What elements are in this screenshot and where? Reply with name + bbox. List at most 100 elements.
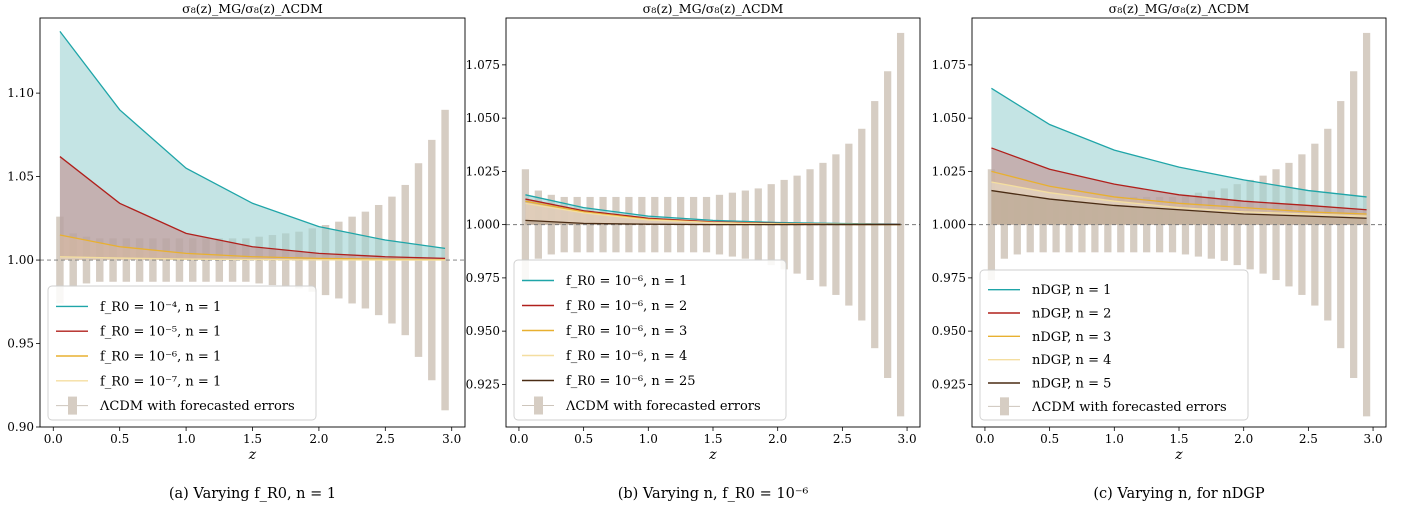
legend-label: f_R0 = 10⁻⁷, n = 1 (100, 374, 221, 389)
error-bar (599, 196, 607, 253)
legend-box (979, 269, 1249, 421)
y-tick-label: 1.05 (7, 170, 34, 184)
legend-label: ΛCDM with forecasted errors (99, 399, 295, 414)
panel-1: 0.0 0.5 1.0 1.5 2.0 2.5 3.0 0.90 0.95 1.00 1.05 1.1… (7, 1, 466, 502)
series-line-2 (991, 147, 1367, 211)
x-tick-label: 1.0 (177, 432, 196, 446)
legend-label: f_R0 = 10⁻⁶, n = 25 (566, 374, 695, 389)
legend-label: f_R0 = 10⁻⁶, n = 3 (566, 324, 687, 339)
error-bar (1311, 143, 1319, 306)
legend-label: nDGP, n = 1 (1032, 283, 1111, 298)
panel-title: σ₈(z)_MG/σ₈(z)_ΛCDM (643, 1, 784, 16)
error-bar (1246, 179, 1254, 270)
error-bar (1000, 190, 1008, 259)
legend-label: f_R0 = 10⁻⁶, n = 4 (566, 349, 687, 364)
series-band-3 (59, 235, 446, 261)
x-tick-label: 0.0 (975, 432, 994, 446)
x-tick-label: 3.0 (442, 432, 461, 446)
x-tick-label: 2.0 (309, 432, 328, 446)
y-tick-label: 1.050 (932, 111, 966, 125)
legend-label: f_R0 = 10⁻⁶, n = 2 (566, 299, 687, 314)
x-tick-label: 2.5 (1299, 432, 1318, 446)
panel-title: σ₈(z)_MG/σ₈(z)_ΛCDM (1109, 1, 1250, 16)
series-band-2 (59, 156, 446, 261)
error-bar (1233, 184, 1241, 266)
legend-label: nDGP, n = 2 (1032, 307, 1111, 322)
x-tick-label: 0.5 (574, 432, 593, 446)
error-bar (521, 169, 530, 281)
error-bar (1337, 101, 1345, 349)
panel-caption: (a) Varying f_R0, n = 1 (169, 486, 336, 502)
error-bar (202, 238, 210, 282)
x-tick-label: 1.0 (639, 432, 658, 446)
x-tick-label: 0.5 (110, 432, 129, 446)
error-bar (1143, 196, 1151, 253)
x-tick-label: 1.0 (1105, 432, 1124, 446)
x-tick-label: 0.5 (1040, 432, 1059, 446)
x-axis-label: z (708, 447, 717, 463)
x-tick-label: 3.0 (898, 432, 917, 446)
legend-label: nDGP, n = 3 (1032, 330, 1111, 345)
y-tick-label: 0.95 (7, 337, 34, 351)
y-tick-label: 0.950 (932, 324, 966, 338)
series-line-2 (59, 156, 446, 260)
plot-area (506, 32, 920, 417)
series-line-3 (59, 234, 446, 261)
y-tick-label: 0.90 (7, 420, 34, 434)
y-tick-label: 1.025 (932, 164, 966, 178)
y-tick-label: 0.925 (466, 377, 500, 391)
y-tick-label: 1.050 (466, 111, 500, 125)
x-axis-label: z (1174, 447, 1183, 463)
error-bar (1065, 196, 1073, 253)
series-line-1 (59, 30, 446, 250)
error-bar (56, 216, 64, 304)
x-tick-label: 2.5 (376, 432, 395, 446)
legend-errorbar-swatch (534, 396, 543, 415)
panel-caption: (c) Varying n, for nDGP (1093, 486, 1265, 502)
series-line-4 (59, 256, 446, 261)
legend-box (513, 259, 787, 421)
x-tick-label: 1.5 (703, 432, 722, 446)
error-bar (1259, 175, 1267, 274)
series-line-4 (991, 181, 1367, 217)
legend-box (47, 285, 317, 421)
panel-title: σ₈(z)_MG/σ₈(z)_ΛCDM (182, 1, 323, 16)
y-tick-label: 0.950 (466, 324, 500, 338)
y-tick-label: 1.00 (7, 253, 34, 267)
y-tick-label: 1.075 (466, 58, 500, 72)
error-bar (1324, 128, 1332, 321)
series-line-5 (525, 219, 901, 226)
y-tick-label: 0.925 (932, 377, 966, 391)
x-tick-label: 1.5 (1169, 432, 1188, 446)
legend-label: nDGP, n = 4 (1032, 353, 1111, 368)
legend-errorbar-swatch (1000, 397, 1009, 416)
legend-label: ΛCDM with forecasted errors (1031, 400, 1227, 415)
series-line-1 (991, 87, 1367, 198)
x-tick-label: 2.0 (1234, 432, 1253, 446)
error-bar (1155, 196, 1164, 253)
legend-errorbar-swatch (68, 396, 77, 415)
plot-area (40, 30, 465, 411)
y-tick-label: 1.10 (7, 86, 34, 100)
y-tick-label: 0.975 (932, 271, 966, 285)
legend-label: f_R0 = 10⁻⁶, n = 1 (100, 350, 221, 365)
y-tick-label: 1.000 (466, 218, 500, 232)
panel-2: 0.0 0.5 1.0 1.5 2.0 2.5 3.0 0.925 0.950 0.975 1.00… (466, 1, 921, 502)
series-line-5 (991, 189, 1367, 219)
y-tick-label: 0.975 (466, 271, 500, 285)
y-tick-label: 1.000 (932, 218, 966, 232)
error-bar (534, 190, 542, 259)
legend: f_R0 = 10⁻⁴, n = 1 f_R0 = 10⁻⁵, n = 1 f_R0… (47, 285, 317, 421)
x-tick-label: 0.0 (44, 432, 63, 446)
error-bar (612, 196, 620, 253)
legend-label: f_R0 = 10⁻⁵, n = 1 (100, 325, 221, 340)
series-band-4 (525, 203, 901, 225)
legend: f_R0 = 10⁻⁶, n = 1 f_R0 = 10⁻⁶, n = 2 f_R0… (513, 259, 787, 421)
legend-label: nDGP, n = 5 (1032, 377, 1111, 392)
x-tick-label: 1.5 (243, 432, 262, 446)
error-bar (69, 233, 77, 287)
error-bar (987, 169, 996, 281)
plot-area (972, 32, 1386, 417)
panel-3: 0.0 0.5 1.0 1.5 2.0 2.5 3.0 0.925 0.950 0.975 1.00… (932, 1, 1387, 502)
